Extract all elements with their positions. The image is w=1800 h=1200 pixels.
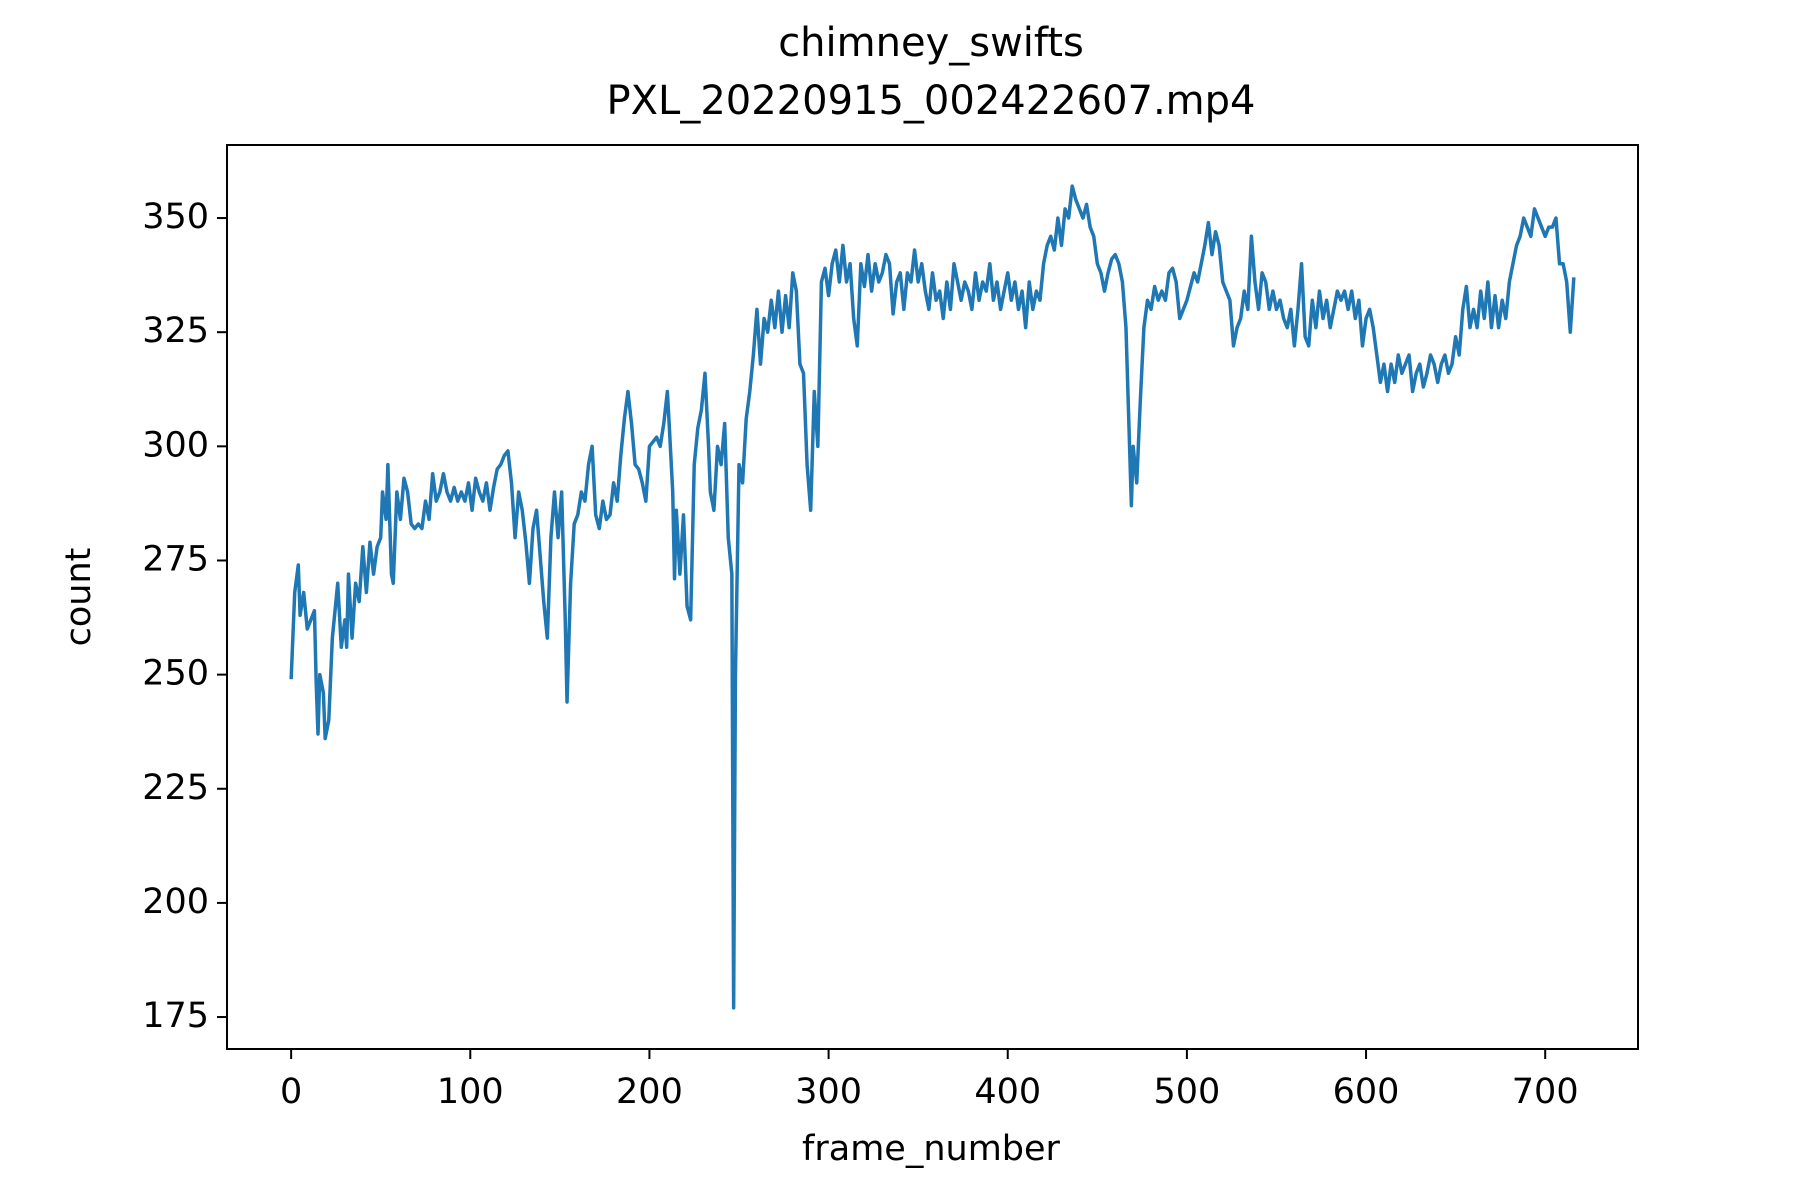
x-tick-label: 500 xyxy=(1153,1072,1220,1112)
y-tick-label: 250 xyxy=(142,654,209,694)
x-tick-label: 100 xyxy=(437,1072,504,1112)
y-tick-label: 275 xyxy=(142,539,209,579)
chart-subtitle: PXL_20220915_002422607.mp4 xyxy=(607,78,1256,124)
plot-frame xyxy=(226,144,1639,1050)
x-tick-label: 400 xyxy=(974,1072,1041,1112)
y-tick-label: 350 xyxy=(142,197,209,237)
x-tick-label: 600 xyxy=(1333,1072,1400,1112)
x-tick-label: 700 xyxy=(1512,1072,1579,1112)
x-tick-label: 300 xyxy=(795,1072,862,1112)
x-tick-label: 200 xyxy=(616,1072,683,1112)
y-tick-label: 300 xyxy=(142,425,209,465)
x-tick-label: 0 xyxy=(280,1072,302,1112)
y-tick-label: 325 xyxy=(142,311,209,351)
y-tick-label: 175 xyxy=(142,996,209,1036)
y-tick-label: 225 xyxy=(142,768,209,808)
y-tick-label: 200 xyxy=(142,882,209,922)
y-axis-label: count xyxy=(59,548,99,647)
data-line xyxy=(289,184,1576,1010)
chart-title: chimney_swifts xyxy=(778,20,1084,66)
x-axis-label: frame_number xyxy=(802,1129,1060,1169)
